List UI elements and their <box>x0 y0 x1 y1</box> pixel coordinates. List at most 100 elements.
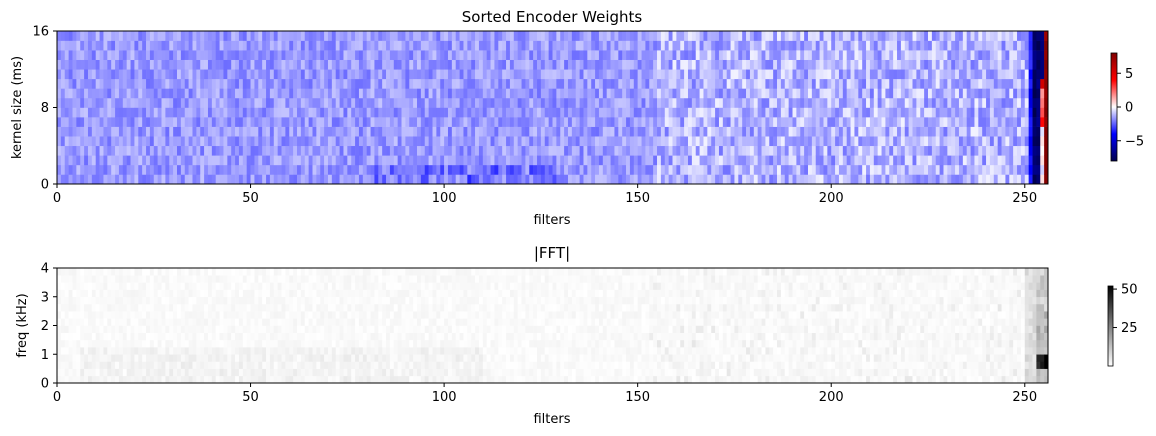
weights-cell <box>161 155 166 166</box>
weights-column <box>935 31 940 185</box>
weights-cell <box>622 107 627 118</box>
weights-cell <box>718 78 724 89</box>
weights-cell <box>629 126 635 137</box>
weights-column <box>459 31 464 185</box>
weights-cell <box>529 69 534 80</box>
weights-cell <box>223 145 228 156</box>
weights-cell <box>420 117 426 127</box>
weights-cell <box>715 136 720 147</box>
weights-cell <box>180 107 186 118</box>
weights-cell <box>660 50 666 60</box>
weights-cell <box>974 69 979 80</box>
weights-cell <box>637 78 642 89</box>
weights-cell <box>122 107 127 118</box>
weights-cell <box>637 40 642 51</box>
fft-cell <box>130 275 135 283</box>
weights-cell <box>490 126 495 137</box>
weights-cell <box>1017 136 1022 147</box>
fft-cell <box>68 368 73 377</box>
weights-cell <box>370 59 375 70</box>
weights-column <box>68 31 73 185</box>
weights-cell <box>146 69 151 80</box>
weights-cell <box>986 145 991 156</box>
weights-cell <box>765 88 770 99</box>
weights-cell <box>796 145 801 156</box>
weights-cell <box>424 31 429 41</box>
weights-cell <box>897 164 902 175</box>
weights-cell <box>118 126 124 137</box>
weights-cell <box>300 136 306 147</box>
weights-cell <box>699 88 704 99</box>
weights-cell <box>680 88 685 99</box>
weights-cell <box>331 136 337 147</box>
weights-cell <box>506 107 511 118</box>
weights-cell <box>231 117 236 127</box>
weights-cell <box>924 126 929 137</box>
weights-cell <box>95 69 100 80</box>
weights-cell <box>730 164 735 175</box>
fft-cell <box>107 311 112 319</box>
weights-cell <box>993 126 998 137</box>
weights-cell <box>196 164 201 175</box>
weights-cell <box>273 174 278 185</box>
weights-cell <box>289 164 294 175</box>
weights-column <box>1013 31 1018 185</box>
weights-cell <box>374 31 379 41</box>
weights-cell <box>76 155 81 166</box>
weights-cell <box>703 136 708 147</box>
weights-cell <box>444 97 449 108</box>
fft-cell <box>169 339 174 348</box>
fft-column <box>126 268 131 384</box>
weights-cell <box>668 117 673 127</box>
weights-column <box>928 31 933 185</box>
weights-cell <box>1009 117 1014 127</box>
weights-cell <box>192 50 197 60</box>
fft-cell <box>60 347 66 355</box>
weights-cell <box>993 117 998 127</box>
weights-cell <box>64 97 69 108</box>
weights-cell <box>552 31 557 41</box>
weights-cell <box>939 31 944 41</box>
weights-column <box>784 31 789 185</box>
weights-cell <box>579 97 584 108</box>
weights-cell <box>138 40 143 51</box>
weights-column <box>107 31 112 185</box>
weights-cell <box>564 59 569 70</box>
fft-cell <box>177 354 182 362</box>
weights-cell <box>792 136 797 147</box>
weights-cell <box>146 97 151 108</box>
weights-cell <box>285 117 290 127</box>
fft-cell <box>99 268 104 276</box>
weights-cell <box>455 164 460 175</box>
weights-cell <box>862 145 867 156</box>
weights-cell <box>463 69 468 80</box>
fft-cell <box>118 347 124 355</box>
weights-cell <box>80 126 85 137</box>
weights-cell <box>417 78 422 89</box>
weights-cell <box>614 40 619 51</box>
weights-cell <box>80 40 85 51</box>
fft-cell <box>72 361 77 369</box>
weights-cell <box>804 174 809 185</box>
weights-cell <box>854 145 859 156</box>
fft-cell <box>146 354 151 362</box>
weights-cell <box>807 40 813 51</box>
weights-cell <box>1036 145 1041 156</box>
weights-cell <box>703 31 708 41</box>
fft-cell <box>161 296 166 305</box>
fft-cell <box>161 318 166 326</box>
weights-column <box>924 31 929 185</box>
weights-cell <box>250 107 255 118</box>
weights-cell <box>978 40 983 51</box>
weights-cell <box>300 59 306 70</box>
weights-cell <box>149 88 155 99</box>
fft-cell <box>142 325 147 333</box>
weights-cell <box>544 126 549 137</box>
weights-cell <box>91 59 97 70</box>
weights-cell <box>401 40 406 51</box>
weights-cell <box>889 31 894 41</box>
weights-column <box>1028 31 1033 185</box>
fft-cell <box>80 347 85 355</box>
weights-cell <box>76 59 81 70</box>
weights-cell <box>335 164 340 175</box>
